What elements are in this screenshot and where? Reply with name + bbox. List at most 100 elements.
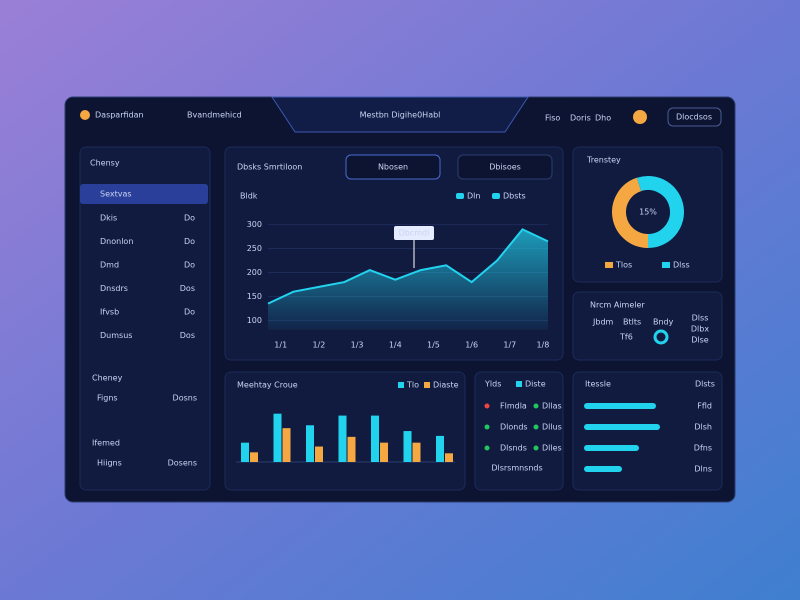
sidebar-item[interactable]: Figns xyxy=(97,394,118,403)
button[interactable] xyxy=(667,107,722,127)
sidebar-value: Do xyxy=(184,308,195,317)
status-dot xyxy=(484,445,490,451)
bar xyxy=(380,442,388,462)
chart-button[interactable] xyxy=(345,154,441,180)
line xyxy=(267,228,549,305)
legend-swatch xyxy=(456,193,464,199)
panel-title: Itessle xyxy=(585,380,611,389)
y-tick-label: 250 xyxy=(247,244,262,253)
list-label: Dlonds xyxy=(500,423,528,432)
nav-link[interactable]: Fiso xyxy=(545,114,560,123)
sidebar-value: Do xyxy=(184,214,195,223)
list-value: Dlles xyxy=(542,444,562,453)
section-heading: Cheney xyxy=(92,374,123,383)
bar xyxy=(371,415,379,462)
x-tick-label: 1/6 xyxy=(465,341,478,350)
sidebar-item[interactable]: Hiigns xyxy=(97,459,122,468)
tooltip-label: Dbcmdl xyxy=(399,229,430,238)
status-dot xyxy=(484,403,490,409)
chart-button[interactable] xyxy=(457,154,553,180)
stat-row: Dlss xyxy=(692,314,709,323)
progress-label: Dfns xyxy=(694,444,712,453)
sidebar-item[interactable]: Dnonlon xyxy=(100,237,133,246)
progress-label: Ffld xyxy=(697,402,712,411)
progress-bar xyxy=(584,466,622,472)
donut-center: 15% xyxy=(639,208,657,217)
button-label: Dlocdsos xyxy=(676,113,712,122)
sidebar-value: Dosens xyxy=(168,459,197,468)
stat-ring xyxy=(653,329,669,345)
nav-link[interactable]: Dho xyxy=(595,114,611,123)
chart-button-label: Nbosen xyxy=(378,163,408,172)
donut-segment xyxy=(612,177,649,248)
legend-swatch xyxy=(516,381,522,387)
legend-swatch xyxy=(662,262,670,268)
chart-title: Meehtay Croue xyxy=(237,381,298,390)
sidebar-item[interactable]: Dnsdrs xyxy=(100,284,128,293)
bar xyxy=(250,452,258,462)
panel-title: Nrcm Aimeler xyxy=(590,301,645,310)
sidebar-item[interactable]: Dmd xyxy=(100,261,119,270)
progress-bar xyxy=(584,445,639,451)
y-tick-label: 100 xyxy=(247,316,262,325)
legend-label: Diste xyxy=(525,380,546,389)
bar xyxy=(445,453,453,462)
panel xyxy=(572,146,723,283)
stat-row: Dlse xyxy=(691,336,709,345)
progress-bar xyxy=(584,424,660,430)
progress-bar xyxy=(584,403,656,409)
progress-label: Dlsh xyxy=(694,423,712,432)
panel xyxy=(572,371,723,491)
brand: Dasparfidan xyxy=(95,111,144,120)
stat-row: Dlbx xyxy=(691,325,709,334)
bar xyxy=(315,446,323,462)
x-tick-label: 1/4 xyxy=(389,341,402,350)
legend-label: Dln xyxy=(467,192,480,201)
list-value: Dllus xyxy=(542,423,562,432)
badge: Bldk xyxy=(240,192,258,201)
sidebar-item: Sextvas xyxy=(100,190,132,199)
status-dot xyxy=(484,424,490,430)
legend-label: Dlsts xyxy=(695,380,715,389)
stat-item: Bndy xyxy=(653,318,674,327)
area-fill xyxy=(268,229,548,330)
bar xyxy=(241,442,249,462)
selected-item[interactable] xyxy=(80,184,208,204)
app-title: Mestbn Digihe0Habl xyxy=(360,111,441,120)
sidebar-item[interactable]: Dkis xyxy=(100,214,117,223)
section-heading: Ifemed xyxy=(92,439,120,448)
list-footer: Dlsrsmnsnds xyxy=(491,464,542,473)
x-tick-label: 1/7 xyxy=(503,341,516,350)
sidebar-item[interactable]: Dumsus xyxy=(100,331,132,340)
status-dot xyxy=(533,403,539,409)
bar xyxy=(338,415,347,462)
x-tick-label: 1/2 xyxy=(312,341,325,350)
legend-label: Diaste xyxy=(433,381,459,390)
sidebar-value: Dos xyxy=(180,331,195,340)
bar xyxy=(273,413,282,462)
nav-link: Bvandmehicd xyxy=(187,111,242,120)
x-tick-label: 1/5 xyxy=(427,341,440,350)
list-label: Dlsnds xyxy=(500,444,527,453)
bar xyxy=(412,442,421,462)
bar xyxy=(347,436,356,462)
sidebar-item[interactable]: Ifvsb xyxy=(100,308,119,317)
legend-swatch xyxy=(398,382,404,388)
panel xyxy=(572,291,723,361)
panel xyxy=(79,146,211,491)
legend-swatch xyxy=(492,193,500,199)
legend-label: Tlos xyxy=(615,261,632,270)
legend-label: Dlss xyxy=(673,261,690,270)
sidebar-value: Dosns xyxy=(173,394,197,403)
list-label: Flmdla xyxy=(500,402,527,411)
nav-link[interactable]: Doris xyxy=(570,114,591,123)
title-tab xyxy=(271,96,529,133)
brand-logo xyxy=(80,110,90,120)
sidebar-value: Dos xyxy=(180,284,195,293)
progress-label: Dlns xyxy=(694,465,712,474)
tooltip xyxy=(394,226,434,240)
stat-item: Jbdm xyxy=(592,318,614,327)
y-tick-label: 200 xyxy=(247,268,262,277)
y-tick-label: 300 xyxy=(247,220,262,229)
